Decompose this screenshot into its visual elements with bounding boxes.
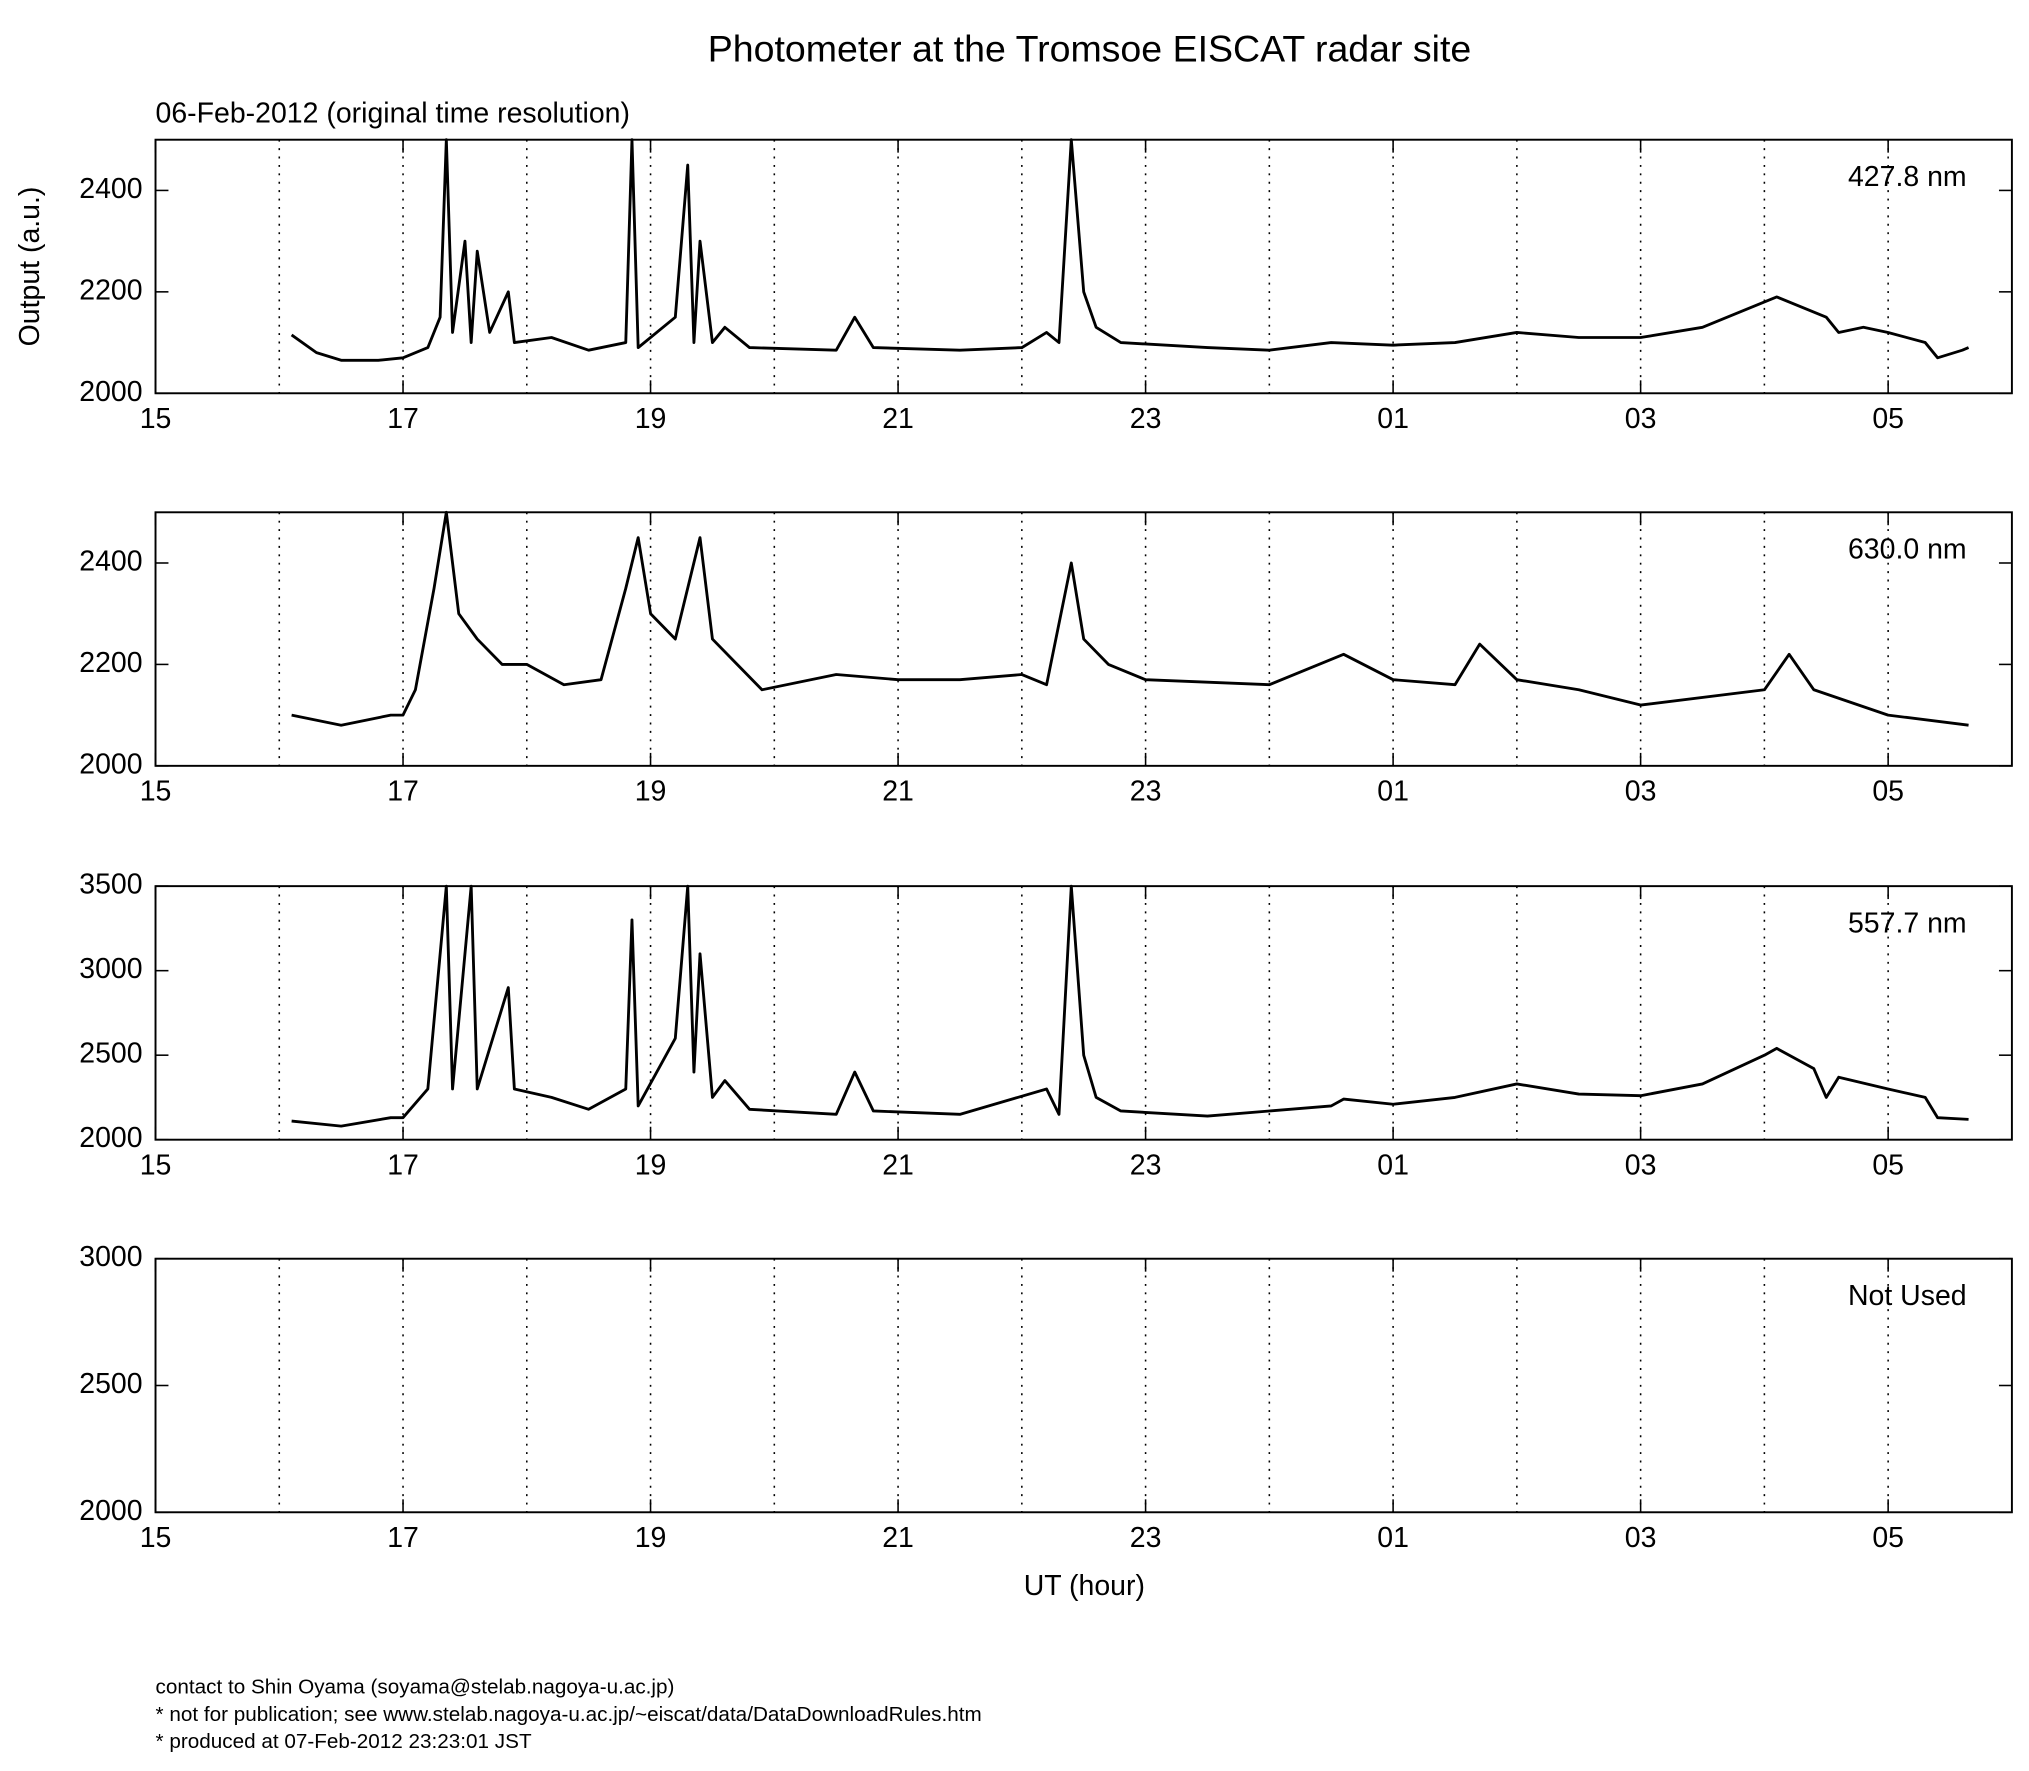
x-tick-label: 01 [1377, 1149, 1409, 1181]
x-tick-label: 17 [387, 1522, 419, 1554]
x-tick-label: 05 [1872, 1522, 1904, 1554]
axes-box [154, 885, 2013, 1141]
x-tick-label: 21 [882, 403, 914, 435]
x-tick-label: 03 [1625, 403, 1657, 435]
panel-label: 630.0 nm [1848, 534, 1967, 566]
y-axis-label: Output (a.u.) [14, 187, 46, 347]
x-tick-label: 19 [635, 776, 667, 808]
panel-label: 427.8 nm [1848, 161, 1967, 193]
x-tick-label: 05 [1872, 1149, 1904, 1181]
y-tick-label: 2500 [79, 1368, 142, 1400]
x-tick-label: 23 [1130, 403, 1162, 435]
subtitle: 06-Feb-2012 (original time resolution) [156, 98, 630, 130]
y-tick-label: 2500 [79, 1038, 142, 1070]
x-tick-label: 15 [140, 776, 172, 808]
x-tick-label: 19 [635, 403, 667, 435]
y-tick-label: 2200 [79, 647, 142, 679]
data-line [291, 884, 1969, 1128]
footer-line: * produced at 07-Feb-2012 23:23:01 JST [156, 1730, 532, 1753]
panel-label: Not Used [1848, 1280, 1967, 1312]
x-axis-label: UT (hour) [1024, 1570, 1145, 1602]
x-tick-label: 19 [635, 1149, 667, 1181]
y-tick-label: 3000 [79, 953, 142, 985]
x-tick-label: 23 [1130, 1522, 1162, 1554]
x-tick-label: 23 [1130, 776, 1162, 808]
x-tick-label: 17 [387, 1149, 419, 1181]
chart-title: Photometer at the Tromsoe EISCAT radar s… [708, 28, 1472, 70]
x-tick-label: 05 [1872, 776, 1904, 808]
y-tick-label: 2000 [79, 1122, 142, 1154]
x-tick-label: 03 [1625, 776, 1657, 808]
y-tick-label: 2400 [79, 173, 142, 205]
x-tick-label: 15 [140, 1522, 172, 1554]
axes-box [154, 1257, 2013, 1514]
x-tick-label: 17 [387, 403, 419, 435]
x-tick-label: 03 [1625, 1149, 1657, 1181]
data-line [291, 510, 1969, 727]
x-tick-label: 01 [1377, 776, 1409, 808]
x-tick-label: 01 [1377, 1522, 1409, 1554]
axes-box [154, 511, 2013, 767]
x-tick-label: 15 [140, 403, 172, 435]
x-tick-label: 23 [1130, 1149, 1162, 1181]
axes-box [154, 138, 2013, 395]
x-tick-label: 21 [882, 1149, 914, 1181]
y-tick-label: 2000 [79, 1495, 142, 1527]
y-tick-label: 3000 [79, 1241, 142, 1273]
x-tick-label: 05 [1872, 403, 1904, 435]
x-tick-label: 01 [1377, 403, 1409, 435]
y-tick-label: 2200 [79, 274, 142, 306]
panel-label: 557.7 nm [1848, 907, 1967, 939]
data-line [290, 138, 1970, 362]
y-tick-label: 2000 [79, 376, 142, 408]
x-tick-label: 19 [635, 1522, 667, 1554]
y-tick-label: 2400 [79, 546, 142, 578]
x-tick-label: 21 [882, 776, 914, 808]
x-tick-label: 17 [387, 776, 419, 808]
footer-line: contact to Shin Oyama (soyama@stelab.nag… [156, 1676, 675, 1699]
y-tick-label: 2000 [79, 748, 142, 780]
footer-line: * not for publication; see www.stelab.na… [156, 1703, 982, 1726]
x-tick-label: 03 [1625, 1522, 1657, 1554]
x-tick-label: 15 [140, 1149, 172, 1181]
y-tick-label: 3500 [79, 869, 142, 901]
x-tick-label: 21 [882, 1522, 914, 1554]
